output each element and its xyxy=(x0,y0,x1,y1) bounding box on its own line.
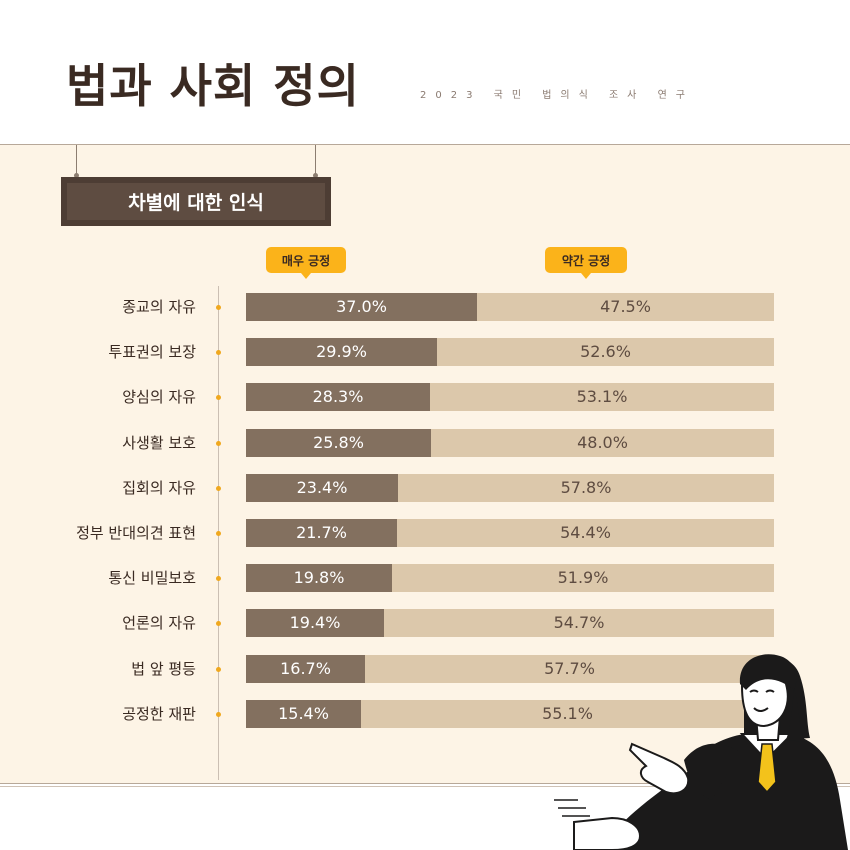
page-header: 법과 사회 정의 2023 국민 법의식 조사 연구 xyxy=(0,0,850,144)
value-label-strong: 37.0% xyxy=(336,297,387,316)
row-marker xyxy=(216,350,221,356)
category-label: 언론의 자유 xyxy=(122,614,196,633)
value-label-strong: 23.4% xyxy=(296,477,348,497)
bar-strong xyxy=(246,654,365,683)
divider xyxy=(0,786,850,787)
banner-pin-right xyxy=(313,173,318,178)
value-label-weak: 57.8% xyxy=(560,477,612,497)
bar-strong xyxy=(246,428,431,457)
value-label-strong: 29.9% xyxy=(316,342,367,362)
value-label-strong: 25.8% xyxy=(313,432,364,452)
bar-strong xyxy=(246,473,398,502)
bar-strong xyxy=(246,519,397,547)
legend-weak: 약간 긍정 xyxy=(545,247,627,279)
value-label-weak: 54.4% xyxy=(560,523,611,542)
chart-panel xyxy=(0,144,850,784)
value-label-weak: 53.1% xyxy=(576,387,628,407)
value-label-weak: 55.1% xyxy=(542,703,593,723)
bar-strong xyxy=(246,699,361,728)
category-label: 통신 비밀보호 xyxy=(108,569,196,588)
row-marker xyxy=(216,531,221,536)
value-label-weak: 57.7% xyxy=(544,658,595,678)
bar-strong xyxy=(246,338,437,367)
category-label: 투표권의 보장 xyxy=(108,343,196,362)
category-label: 사생활 보호 xyxy=(122,433,196,452)
value-label-strong: 19.8% xyxy=(293,568,345,588)
category-label: 집회의 자유 xyxy=(122,478,196,497)
category-label: 공정한 재판 xyxy=(122,704,196,723)
row-marker xyxy=(216,440,221,446)
row-marker xyxy=(216,666,221,672)
category-label: 정부 반대의견 표현 xyxy=(76,524,196,542)
value-label-strong: 19.4% xyxy=(289,613,341,633)
value-label-strong: 15.4% xyxy=(278,703,329,723)
value-label-weak: 52.6% xyxy=(580,342,631,362)
row-marker xyxy=(216,576,221,582)
banner-string-left xyxy=(76,145,77,177)
value-label-strong: 21.7% xyxy=(296,523,347,542)
banner-string-right xyxy=(315,145,316,177)
row-marker xyxy=(216,621,221,627)
value-label-weak: 47.5% xyxy=(600,297,651,316)
value-label-strong: 28.3% xyxy=(312,387,364,407)
page-title: 법과 사회 정의 xyxy=(66,59,360,113)
value-label-weak: 51.9% xyxy=(557,568,609,588)
bar-strong xyxy=(246,609,384,638)
row-marker xyxy=(216,395,221,401)
bar-strong xyxy=(246,383,430,412)
row-marker xyxy=(216,485,221,491)
value-label-weak: 48.0% xyxy=(577,432,628,452)
value-label-weak: 54.7% xyxy=(553,613,605,633)
banner-pin-left xyxy=(74,173,79,178)
bar-strong xyxy=(246,293,477,321)
category-label: 종교의 자유 xyxy=(122,298,196,316)
legend-strong: 매우 긍정 xyxy=(266,247,346,279)
row-marker xyxy=(216,305,221,310)
value-label-strong: 16.7% xyxy=(280,658,331,678)
section-title: 차별에 대한 인식 xyxy=(61,177,331,226)
page-subtitle: 2023 국민 법의식 조사 연구 xyxy=(420,90,694,101)
row-marker xyxy=(216,711,221,717)
bar-strong xyxy=(246,564,392,593)
category-label: 양심의 자유 xyxy=(122,388,196,407)
category-label: 법 앞 평등 xyxy=(131,659,196,678)
